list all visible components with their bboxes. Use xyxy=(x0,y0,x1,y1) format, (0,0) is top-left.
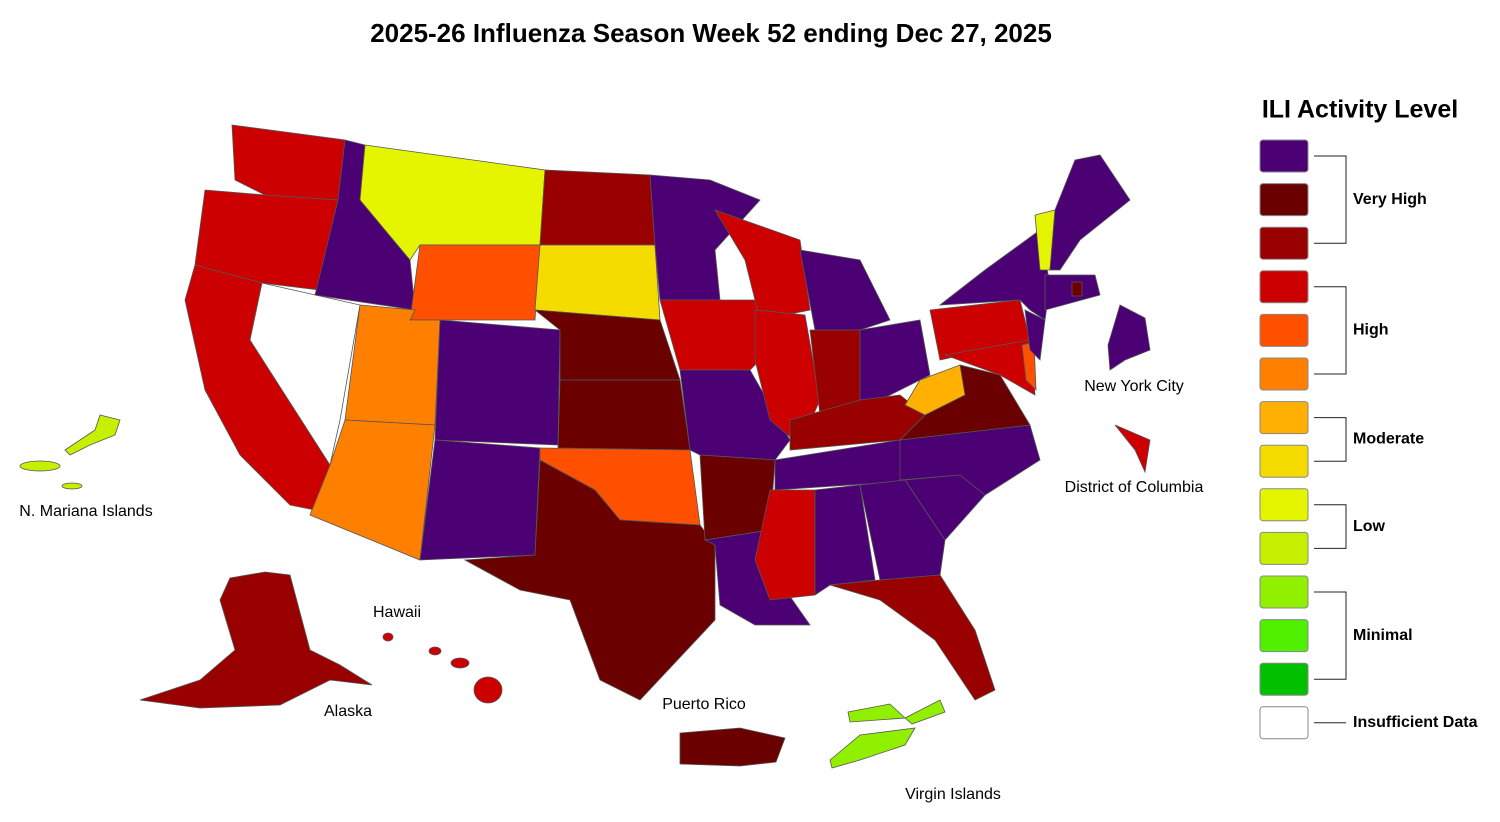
state xyxy=(534,244,661,321)
place-label: New York City xyxy=(1084,378,1184,395)
legend-swatch xyxy=(1259,488,1309,522)
virgin-islands xyxy=(829,727,916,769)
state xyxy=(249,282,361,467)
legend-swatch xyxy=(1259,401,1309,435)
legend-swatch xyxy=(1259,444,1309,478)
state xyxy=(859,479,946,581)
legend-label: Minimal xyxy=(1353,627,1413,644)
legend-swatch xyxy=(1259,662,1309,696)
nyc-inset xyxy=(1107,304,1151,371)
legend-label: High xyxy=(1353,322,1389,339)
state xyxy=(1024,309,1046,361)
legend-label: Moderate xyxy=(1353,431,1424,448)
state xyxy=(898,364,1031,441)
legend-bracket xyxy=(1314,504,1347,549)
place-label: Virgin Islands xyxy=(905,786,1001,803)
states xyxy=(19,124,1151,769)
legend-swatch xyxy=(1259,357,1309,391)
legend-swatch xyxy=(1259,531,1309,565)
state xyxy=(1049,154,1131,271)
state xyxy=(419,439,541,561)
mariana xyxy=(61,482,83,490)
legend-bracket xyxy=(1314,286,1347,375)
virgin-islands xyxy=(904,699,946,725)
place-label: Puerto Rico xyxy=(662,696,746,713)
legend-swatch xyxy=(1259,226,1309,260)
state xyxy=(859,319,931,401)
legend-swatch xyxy=(1259,706,1309,740)
state xyxy=(754,489,816,601)
place-label: Hawaii xyxy=(373,604,421,621)
legend-swatch xyxy=(1259,270,1309,304)
legend-swatch xyxy=(1259,313,1309,347)
state xyxy=(1071,281,1083,297)
legend: Very High High Moderate Low Minimal Insuffici… xyxy=(1259,139,1478,740)
legend-label: Low xyxy=(1353,518,1386,535)
alaska xyxy=(139,571,373,709)
hawaii xyxy=(450,657,470,669)
mariana xyxy=(19,460,61,472)
legend-bracket xyxy=(1314,591,1347,680)
hawaii xyxy=(382,632,394,642)
place-label: N. Mariana Islands xyxy=(19,503,152,520)
mariana xyxy=(64,414,121,456)
state xyxy=(409,244,541,321)
state xyxy=(231,124,346,201)
legend-swatch xyxy=(1259,183,1309,217)
legend-label: Very High xyxy=(1353,191,1427,208)
puerto-rico xyxy=(679,727,786,767)
state xyxy=(539,169,656,246)
virgin-islands xyxy=(847,703,906,723)
state xyxy=(434,319,561,446)
state xyxy=(557,379,691,451)
legend-swatch xyxy=(1259,575,1309,609)
state xyxy=(344,304,441,426)
hawaii xyxy=(473,676,503,704)
state xyxy=(649,174,761,301)
state xyxy=(904,364,966,416)
dc-inset xyxy=(1114,424,1151,474)
state xyxy=(943,339,1036,396)
state xyxy=(799,249,891,331)
place-label: District of Columbia xyxy=(1065,479,1204,496)
legend-bracket xyxy=(1314,155,1347,244)
legend-label: Insufficient Data xyxy=(1353,714,1478,731)
state xyxy=(463,459,716,701)
title: 2025-26 Influenza Season Week 52 ending … xyxy=(370,18,1052,48)
legend-swatch xyxy=(1259,139,1309,173)
hawaii xyxy=(428,646,442,656)
state xyxy=(659,299,771,371)
legend-bracket xyxy=(1314,417,1347,462)
legend-swatch xyxy=(1259,619,1309,653)
legend-title: ILI Activity Level xyxy=(1262,96,1458,124)
place-label: Alaska xyxy=(324,703,372,720)
state xyxy=(309,419,436,561)
state xyxy=(829,574,996,701)
